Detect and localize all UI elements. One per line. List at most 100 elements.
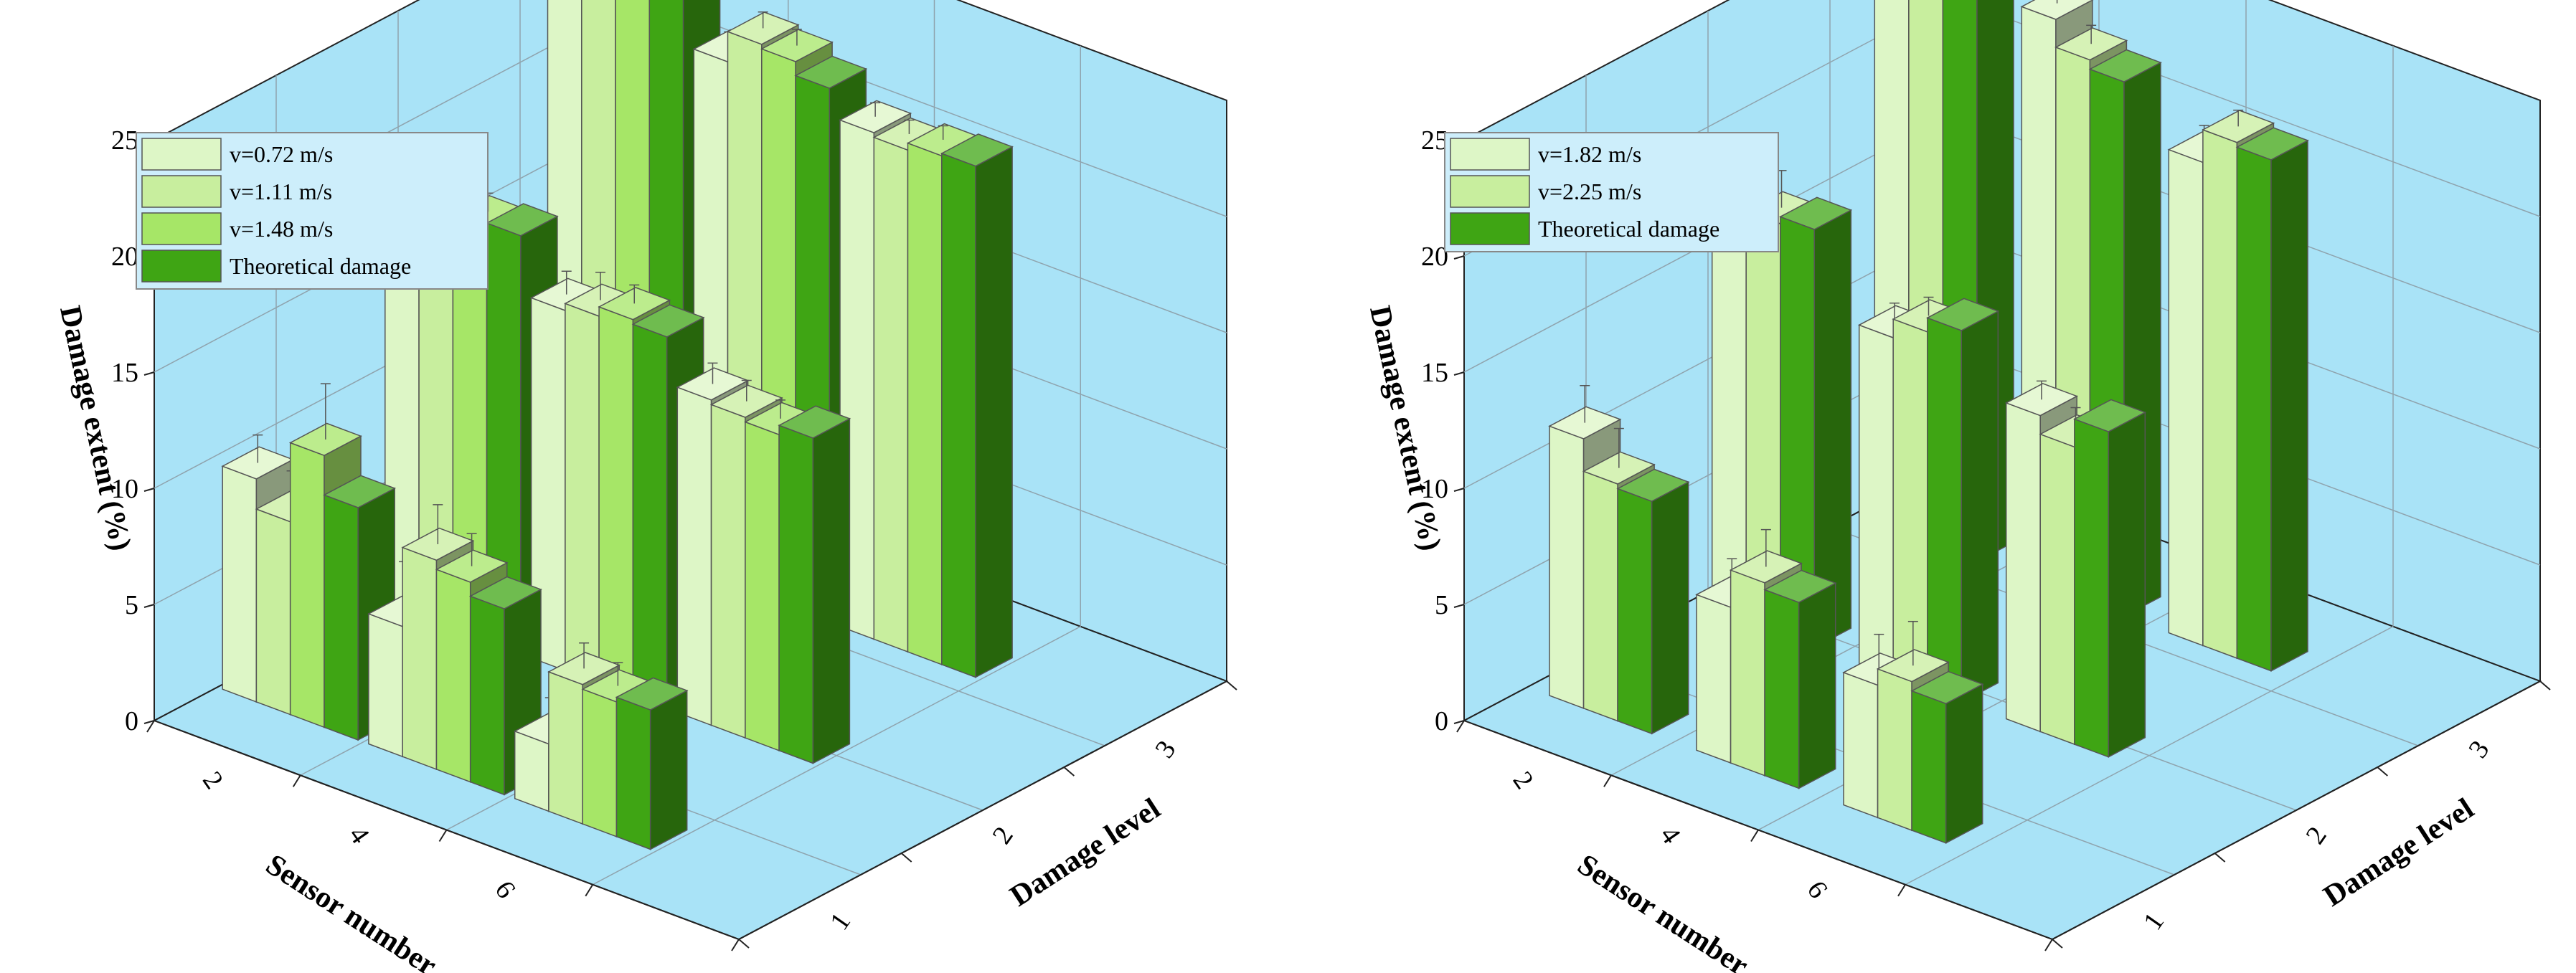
chart0-bar-s1-sensor2-level2-front <box>873 136 909 653</box>
chart1-bar-s2-sensor2-level1-top <box>2072 399 2147 432</box>
chart1-z-tick-2 <box>1453 488 1465 492</box>
chart1-y-axis-title: Damage extent (%) <box>1363 303 1447 554</box>
chart1-bar-s2-sensor2-level1-front <box>2074 418 2110 758</box>
chart0-bar-s2-sensor1-level1-top <box>598 287 671 321</box>
chart0-legend-swatch-1 <box>141 175 222 208</box>
chart0-bar-s0-sensor1-level0-front <box>368 613 403 758</box>
chart1-level-tick-label-2: 3 <box>2463 735 2495 764</box>
chart1-bar-s0-sensor2-level1-front <box>2005 402 2041 733</box>
chart0-level-tick-1 <box>901 853 912 863</box>
chart0-bar-s3-sensor2-level0-side <box>649 689 688 850</box>
chart1-z-tick-label-4: 20 <box>1421 242 1448 272</box>
chart1-bar-s1-sensor1-level2-top <box>2054 27 2128 61</box>
chart0-sensor-tick-0 <box>146 720 155 733</box>
chart0-bar-s3-sensor2-level2-front <box>941 152 976 678</box>
chart0-level-tick-label-1: 2 <box>987 821 1019 850</box>
chart1-bar-s1-sensor0-level0-top <box>1582 451 1656 485</box>
chart1-x-axis-title: Sensor number <box>1572 848 1754 973</box>
chart1-legend-label-0: v=1.82 m/s <box>1538 141 1641 167</box>
right-3d-bar-chart: 0 5 10 15 20 25 Damage extent (%) 2 4 6 Sensor num… <box>1363 0 2551 973</box>
chart0-sensor-tick-1 <box>292 774 301 787</box>
chart1-z-tick-label-5: 25 <box>1421 125 1448 156</box>
chart0-bar-s3-sensor0-level0-top <box>323 475 397 508</box>
chart0-bar-s3-sensor0-level0-front <box>324 494 359 741</box>
chart0-y-axis-title: Damage extent (%) <box>53 303 137 554</box>
chart1-bar-s2-sensor1-level1-side <box>1961 310 1999 703</box>
chart0-legend-label-2: v=1.48 m/s <box>230 216 333 242</box>
chart0-level-tick-3 <box>1226 680 1237 690</box>
chart0-bar-s2-sensor2-level0-front <box>582 688 618 837</box>
chart0-bar-s2-sensor2-level1-front <box>745 421 780 751</box>
chart0-z-tick-label-1: 5 <box>125 590 138 620</box>
chart0-z-tick-2 <box>143 488 155 492</box>
chart1-level-tick-3 <box>2539 680 2551 690</box>
chart0-level-tick-label-2: 3 <box>1149 735 1181 764</box>
chart0-sensor-tick-label-0: 2 <box>197 766 229 794</box>
chart1-z-tick-label-1: 5 <box>1435 590 1448 620</box>
chart1-level-axis-line <box>2052 680 2541 940</box>
chart1-sensor-tick-label-0: 2 <box>1507 766 1539 794</box>
chart0-level-tick-2 <box>1063 766 1075 777</box>
chart0-legend-label-0: v=0.72 m/s <box>230 141 333 167</box>
chart1-bar-s0-sensor0-level0-top <box>1548 406 1622 440</box>
chart1-sensor-tick-label-1: 4 <box>1654 821 1686 850</box>
chart1-bar-s2-sensor1-level0-side <box>1798 582 1836 789</box>
chart1-z-tick-label-2: 10 <box>1421 474 1448 504</box>
chart0-bar-s1-sensor2-level0-front <box>548 670 583 825</box>
chart1-bar-s2-sensor0-level0-front <box>1617 488 1653 735</box>
chart1-legend-label-2: Theoretical damage <box>1538 216 1719 242</box>
chart0-bar-s3-sensor1-level1-front <box>632 323 668 710</box>
chart1-level-tick-2 <box>2377 766 2388 777</box>
chart1-bar-s2-sensor0-level1-top <box>1778 196 1853 230</box>
chart1-bar-s1-sensor1-level0-front <box>1730 569 1765 777</box>
chart0-bar-s3-sensor2-level1-side <box>812 417 851 764</box>
chart0-bar-s1-sensor1-level0-top <box>401 527 475 561</box>
chart0-bar-s3-sensor2-level0-front <box>615 696 651 850</box>
chart0-bar-s3-sensor2-level1-top <box>778 405 851 439</box>
chart1-bar-s1-sensor2-level0-front <box>1877 668 1912 832</box>
chart0-bar-s2-sensor1-level1-front <box>598 305 634 697</box>
chart0-sensor-tick-4 <box>731 939 740 951</box>
chart0-bar-s1-sensor0-level0-front <box>255 508 291 716</box>
chart0-sensor-tick-2 <box>438 829 448 843</box>
chart1-z-tick-label-0: 0 <box>1435 706 1448 736</box>
chart0-bar-s2-sensor2-level2-front <box>907 142 943 665</box>
chart0-bar-s3-sensor2-level0-top <box>615 677 689 711</box>
chart1-bar-s2-sensor2-level2-side <box>2270 139 2308 672</box>
chart0-bar-s3-sensor1-level2-top <box>794 55 868 89</box>
chart1-bar-s0-sensor2-level0-front <box>1843 671 1879 819</box>
chart1-legend-swatch-1 <box>1450 175 1530 208</box>
chart1-bar-s0-sensor0-level1-front <box>1711 207 1747 623</box>
chart1-bar-s0-sensor2-level2-front <box>2168 148 2204 647</box>
chart1-sensor-tick-0 <box>1456 720 1465 733</box>
chart0-bar-s0-sensor0-level0-front <box>222 465 258 703</box>
chart0-z-tick-label-2: 10 <box>111 474 138 504</box>
chart0-bar-s0-sensor2-level0-front <box>514 730 549 812</box>
chart0-z-axis-title: Damage level <box>1004 792 1166 913</box>
chart1-level-tick-label-0: 1 <box>2138 907 2170 936</box>
chart1-bar-s2-sensor1-level1-top <box>1925 298 2000 331</box>
chart1-sensor-tick-3 <box>1897 884 1906 897</box>
chart0-z-tick-label-5: 25 <box>111 125 138 156</box>
chart0-sensor-tick-label-1: 4 <box>343 821 375 850</box>
chart0-bar-s3-sensor1-level0-front <box>469 595 505 796</box>
chart0-bar-s3-sensor2-level2-side <box>975 146 1013 678</box>
chart1-sensor-tick-label-2: 6 <box>1801 875 1834 904</box>
chart1-level-tick-0 <box>2052 939 2063 949</box>
chart1-sensor-tick-1 <box>1603 774 1612 787</box>
chart0-bar-s3-sensor2-level2-top <box>940 133 1014 167</box>
chart1-bar-s1-sensor1-level1-front <box>1892 318 1928 690</box>
right-chart-panel: 0 5 10 15 20 25 Damage extent (%) 2 4 6 Sensor num… <box>1288 0 2576 973</box>
chart0-legend-label-1: v=1.11 m/s <box>230 179 332 204</box>
chart0-z-tick-label-4: 20 <box>111 242 138 272</box>
chart0-z-tick-label-0: 0 <box>125 706 138 736</box>
chart0-z-tick-0 <box>143 720 155 724</box>
chart1-bar-s1-sensor0-level0-front <box>1582 470 1618 722</box>
chart0-level-tick-0 <box>738 939 750 949</box>
chart0-bar-s1-sensor1-level1-front <box>565 303 600 684</box>
chart0-bar-s1-sensor2-level1-front <box>710 404 746 739</box>
chart1-bar-s2-sensor2-level0-front <box>1911 690 1947 844</box>
chart0-legend-swatch-0 <box>141 138 222 171</box>
chart0-z-tick-1 <box>143 604 155 608</box>
chart0-bar-s1-sensor1-level2-top <box>726 11 800 45</box>
